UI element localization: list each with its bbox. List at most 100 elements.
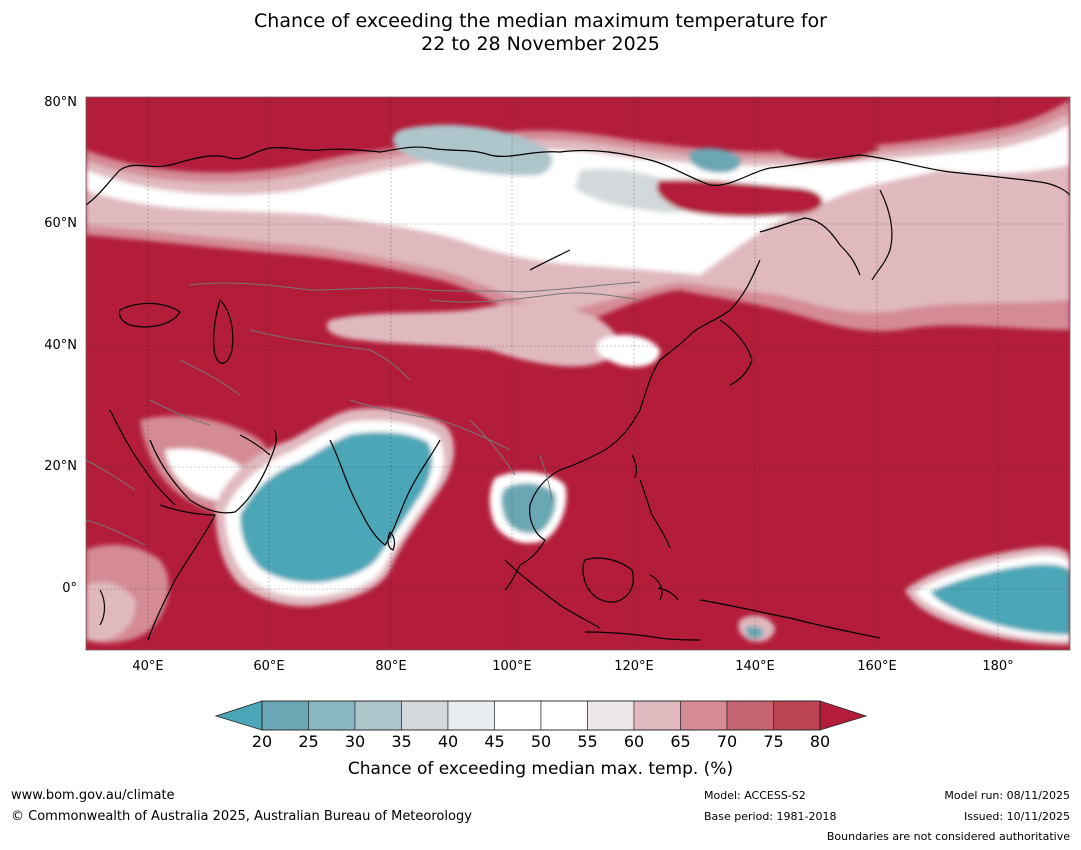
coastline-java <box>584 631 701 641</box>
lat-label-20n: 20°N <box>44 459 77 474</box>
map-probability-shading <box>86 100 1070 645</box>
lon-label-140e: 140°E <box>735 659 775 674</box>
footer-disclaimer: Boundaries are not considered authoritat… <box>826 830 1070 843</box>
chart-title: Chance of exceeding the median maximum t… <box>0 10 1081 56</box>
map-frame <box>85 96 1071 651</box>
coastline-horn-of-africa <box>147 504 216 641</box>
coastline-taiwan <box>631 454 638 479</box>
colorbar-swatch <box>447 700 495 731</box>
region-china-pale <box>596 334 660 367</box>
coastline-sri-lanka <box>387 531 396 551</box>
lon-label-40e: 40°E <box>132 659 164 674</box>
colorbar-swatch <box>308 700 356 731</box>
map-field <box>86 97 1070 650</box>
title-line-1: Chance of exceeding the median maximum t… <box>254 10 827 32</box>
footer-url: www.bom.gov.au/climate <box>11 788 175 803</box>
border-middle-east <box>149 359 241 426</box>
probability-map <box>85 96 1071 651</box>
colorbar-tick-40: 40 <box>437 732 459 751</box>
colorbar-swatch <box>354 700 402 731</box>
coastline-sumatra <box>504 559 601 629</box>
colorbar-swatch <box>773 700 821 731</box>
region-central-asia-pink <box>326 303 619 367</box>
colorbar-tick-45: 45 <box>484 732 505 751</box>
colorbar-swatch <box>726 700 774 731</box>
region-siberia-below-median <box>688 148 741 173</box>
coastline-philippines <box>639 479 671 549</box>
colorbar-high-extension <box>819 700 868 731</box>
coastline-arabia <box>149 429 277 514</box>
lat-label-80n: 80°N <box>44 95 77 110</box>
colorbar-tick-70: 70 <box>716 732 738 751</box>
lon-label-60e: 60°E <box>253 659 285 674</box>
region-east-siberia-warm-spot <box>656 179 823 217</box>
coastline-okhotsk <box>759 217 861 276</box>
coastline-black-sea <box>118 302 181 328</box>
lat-label-40n: 40°N <box>44 338 77 353</box>
coastline-madagascar <box>99 589 106 626</box>
region-east-africa-pale <box>86 582 136 641</box>
footer-model: Model: ACCESS-S2 <box>704 789 806 802</box>
coastline-borneo <box>582 557 634 603</box>
colorbar-label: Chance of exceeding median max. temp. (%… <box>347 759 734 779</box>
coastline-lake-baikal <box>529 249 571 271</box>
region-java-below-median <box>745 625 764 639</box>
coastline-red-sea <box>109 409 176 506</box>
border-africa <box>86 459 146 546</box>
colorbar-frame <box>261 700 821 731</box>
coastlines <box>86 146 1070 641</box>
lat-label-0: 0° <box>62 581 77 596</box>
country-borders <box>86 281 641 546</box>
footer-copyright: © Commonwealth of Australia 2025, Austra… <box>11 809 472 824</box>
coastline-japan <box>719 319 753 386</box>
footer-model-run: Model run: 08/11/2025 <box>944 789 1070 802</box>
lon-label-120e: 120°E <box>614 659 654 674</box>
region-siberia-cool-2 <box>575 168 696 213</box>
colorbar-swatch <box>401 700 449 731</box>
colorbar-low-extension <box>214 700 263 731</box>
region-russia-warm-spot <box>766 129 880 162</box>
colorbar-swatch <box>261 700 309 731</box>
colorbar-tick-60: 60 <box>623 732 645 751</box>
colorbar <box>214 700 868 731</box>
coastline-india <box>329 439 441 546</box>
colorbar-tick-30: 30 <box>344 732 366 751</box>
lon-label-160e: 160°E <box>857 659 897 674</box>
colorbar-swatches <box>261 700 821 731</box>
border-himalaya <box>349 399 511 451</box>
colorbar-swatch <box>540 700 588 731</box>
border-russia-kazakhstan <box>189 281 641 293</box>
coastline-kamchatka <box>871 189 893 281</box>
colorbar-swatch <box>587 700 635 731</box>
lon-label-80e: 80°E <box>375 659 407 674</box>
coastline-arctic-europe <box>86 146 321 206</box>
coastline-persian-gulf <box>239 434 271 456</box>
border-central-asia <box>249 329 411 381</box>
title-line-2: 22 to 28 November 2025 <box>421 33 660 55</box>
lon-label-180: 180° <box>982 659 1014 674</box>
coastline-indochina <box>504 469 561 591</box>
colorbar-tick-80: 80 <box>809 732 831 751</box>
colorbar-swatch <box>494 700 542 731</box>
coastline-sulawesi <box>649 574 679 601</box>
coastline-east-asia <box>559 259 761 471</box>
colorbar-tick-75: 75 <box>763 732 784 751</box>
region-pacific-below-median <box>930 564 1070 635</box>
colorbar-swatch <box>633 700 681 731</box>
footer-base-period: Base period: 1981-2018 <box>704 810 837 823</box>
region-siberia-cool-1 <box>392 124 553 176</box>
graticule <box>86 97 1070 650</box>
border-china-mongolia <box>429 292 641 303</box>
colorbar-tick-20: 20 <box>251 732 273 751</box>
coastline-siberia-north <box>319 146 1070 196</box>
coastline-caspian <box>213 299 234 364</box>
region-indochina-below-median <box>501 483 556 534</box>
colorbar-tick-65: 65 <box>670 732 691 751</box>
colorbar-tick-50: 50 <box>530 732 552 751</box>
colorbar-tick-25: 25 <box>298 732 319 751</box>
region-northern-band-white <box>86 125 1070 275</box>
colorbar-tick-55: 55 <box>577 732 598 751</box>
footer-issued: Issued: 10/11/2025 <box>963 810 1070 823</box>
colorbar-tick-35: 35 <box>391 732 412 751</box>
lat-label-60n: 60°N <box>44 216 77 231</box>
